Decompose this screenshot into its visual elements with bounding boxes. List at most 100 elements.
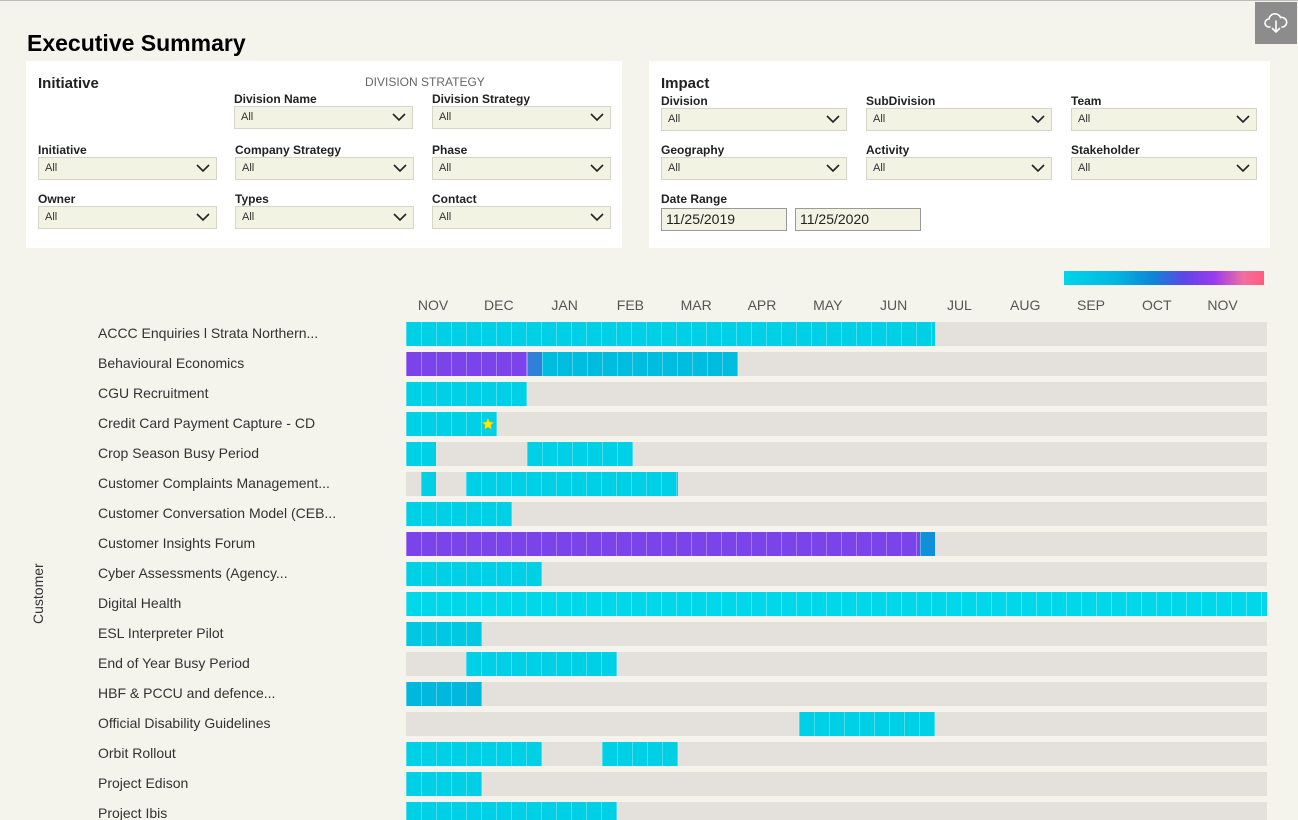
gantt-row-track	[406, 322, 1267, 346]
row-label[interactable]: Digital Health	[98, 595, 182, 611]
dropdown-value: All	[45, 211, 58, 223]
division-strategy-caption: DIVISION STRATEGY	[365, 75, 485, 89]
row-label[interactable]: Crop Season Busy Period	[98, 445, 260, 461]
row-label[interactable]: CGU Recruitment	[98, 385, 209, 401]
dropdown-value: All	[241, 111, 254, 123]
gantt-bar[interactable]	[526, 442, 633, 466]
row-label[interactable]: Behavioural Economics	[98, 355, 245, 371]
dropdown-value: All	[242, 162, 255, 174]
gantt-bar[interactable]	[406, 562, 542, 586]
gantt-bar[interactable]	[421, 472, 437, 496]
dropdown-value: All	[242, 211, 255, 223]
date-range-start-input[interactable]: 11/25/2019	[661, 208, 787, 231]
filter-label: Company Strategy	[235, 143, 342, 157]
gantt-bar[interactable]	[406, 442, 437, 466]
month-label: MAY	[813, 297, 843, 313]
team-dropdown[interactable]: All	[1071, 108, 1257, 131]
gantt-bar[interactable]	[406, 502, 512, 526]
gantt-bar[interactable]	[406, 352, 527, 376]
row-label[interactable]: ESL Interpreter Pilot	[98, 625, 224, 641]
month-label: SEP	[1076, 297, 1105, 313]
gantt-bar[interactable]	[466, 472, 678, 496]
geography-dropdown[interactable]: All	[661, 157, 847, 180]
chevron-down-icon	[1236, 164, 1250, 173]
initiative-dropdown[interactable]: All	[38, 157, 217, 180]
dropdown-value: All	[1078, 113, 1091, 125]
owner-dropdown[interactable]: All	[38, 206, 217, 229]
gantt-row-track	[406, 382, 1267, 406]
month-label: OCT	[1142, 297, 1172, 313]
row-label[interactable]: End of Year Busy Period	[98, 655, 250, 671]
row-label[interactable]: Cyber Assessments (Agency...	[98, 565, 288, 581]
impact-panel-heading: Impact	[661, 75, 710, 92]
chevron-down-icon	[826, 115, 840, 124]
contact-dropdown[interactable]: All	[432, 206, 611, 229]
gantt-bar[interactable]	[406, 772, 482, 796]
division-dropdown[interactable]: All	[661, 108, 847, 131]
subdivision-dropdown[interactable]: All	[866, 108, 1052, 131]
dropdown-value: All	[873, 113, 886, 125]
gantt-bar[interactable]	[541, 352, 739, 376]
gantt-row-track	[406, 742, 1267, 766]
gantt-bar[interactable]	[406, 412, 497, 436]
gantt-bar[interactable]	[602, 742, 678, 766]
chevron-down-icon	[393, 213, 407, 222]
download-button[interactable]	[1255, 2, 1297, 44]
row-label[interactable]: Project Edison	[98, 775, 189, 791]
month-label: JAN	[551, 297, 578, 313]
phase-dropdown[interactable]: All	[432, 157, 611, 180]
row-label[interactable]: Official Disability Guidelines	[98, 715, 271, 731]
chevron-down-icon	[196, 164, 210, 173]
gantt-bar[interactable]	[406, 622, 482, 646]
gantt-bar[interactable]	[406, 742, 542, 766]
row-label[interactable]: Customer Complaints Management...	[98, 475, 330, 491]
gantt-row-track	[406, 682, 1267, 706]
dropdown-value: All	[45, 162, 58, 174]
division-name-dropdown[interactable]: All	[234, 106, 413, 129]
dropdown-value: All	[668, 162, 681, 174]
row-label[interactable]: Orbit Rollout	[98, 745, 176, 761]
dropdown-value: All	[873, 162, 886, 174]
row-label[interactable]: Credit Card Payment Capture - CD	[98, 415, 316, 431]
company-strategy-dropdown[interactable]: All	[235, 157, 414, 180]
gantt-bar[interactable]	[406, 382, 527, 406]
filter-label: Stakeholder	[1071, 143, 1140, 157]
dropdown-value: All	[439, 162, 452, 174]
gantt-bar[interactable]	[526, 352, 542, 376]
date-range-end-input[interactable]: 11/25/2020	[795, 208, 921, 231]
initiative-panel-heading: Initiative	[38, 75, 99, 92]
chevron-down-icon	[826, 164, 840, 173]
chevron-down-icon	[392, 113, 406, 122]
chevron-down-icon	[196, 213, 210, 222]
row-label[interactable]: Project Ibis	[98, 805, 168, 820]
filter-label: Phase	[432, 143, 468, 157]
dropdown-value: All	[439, 211, 452, 223]
gantt-bar[interactable]	[406, 682, 482, 706]
gantt-row-track	[406, 652, 1267, 676]
gantt-bar[interactable]	[919, 532, 935, 556]
filter-label: Geography	[661, 143, 725, 157]
gantt-row-track	[406, 472, 1267, 496]
filter-label: Team	[1071, 94, 1102, 108]
month-label: APR	[747, 297, 777, 313]
row-label[interactable]: Customer Conversation Model (CEB...	[98, 505, 337, 521]
page-title: Executive Summary	[27, 30, 246, 56]
initiative-filter-panel: Initiative DIVISION STRATEGY Division Na…	[26, 61, 622, 248]
star-icon[interactable]	[481, 417, 495, 431]
row-label[interactable]: Customer Insights Forum	[98, 535, 256, 551]
activity-dropdown[interactable]: All	[866, 157, 1052, 180]
stakeholder-dropdown[interactable]: All	[1071, 157, 1257, 180]
gantt-bar[interactable]	[798, 712, 935, 736]
gantt-bar[interactable]	[406, 532, 920, 556]
gantt-row-track	[406, 622, 1267, 646]
division-strategy-dropdown[interactable]: All	[432, 106, 611, 129]
gantt-bar[interactable]	[406, 322, 935, 346]
gantt-bar[interactable]	[466, 652, 618, 676]
dropdown-value: All	[1078, 162, 1091, 174]
gantt-bar[interactable]	[406, 592, 1267, 616]
types-dropdown[interactable]: All	[235, 206, 414, 229]
gantt-bar[interactable]	[406, 802, 618, 820]
gantt-row-track	[406, 712, 1267, 736]
row-label[interactable]: ACCC Enquiries l Strata Northern...	[98, 325, 319, 341]
row-label[interactable]: HBF & PCCU and defence...	[98, 685, 276, 701]
